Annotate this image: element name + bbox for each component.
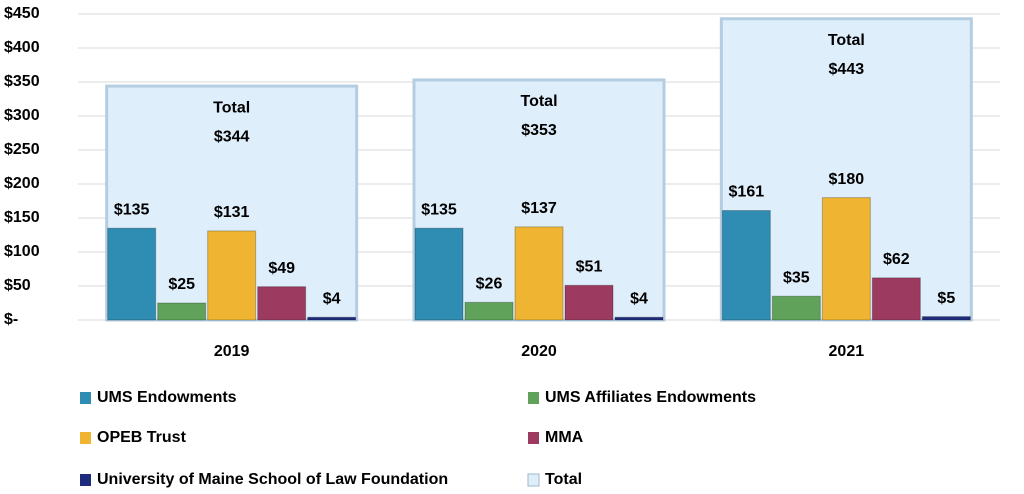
- y-tick-label: $350: [4, 73, 40, 90]
- data-label: $62: [883, 251, 910, 268]
- y-tick-label: $250: [4, 141, 40, 158]
- total-label: $443: [829, 61, 865, 78]
- legend-swatch: [527, 473, 540, 487]
- x-tick-label: 2021: [829, 343, 865, 360]
- legend-swatch: [80, 474, 91, 486]
- data-label: $135: [421, 201, 457, 218]
- bar: [614, 316, 664, 321]
- data-label: $135: [114, 201, 150, 218]
- bar: [871, 277, 921, 321]
- total-label-name: Total: [828, 32, 865, 49]
- bar: [464, 301, 514, 321]
- data-label: $161: [729, 184, 765, 201]
- data-label: $4: [630, 290, 648, 307]
- bar: [821, 197, 871, 321]
- y-tick-label: $400: [4, 39, 40, 56]
- data-label: $51: [576, 259, 603, 276]
- x-tick-label: 2020: [521, 343, 557, 360]
- data-label: $131: [214, 204, 250, 221]
- total-label-name: Total: [520, 93, 557, 110]
- data-label: $4: [323, 290, 341, 307]
- data-label: $26: [476, 276, 503, 293]
- bar: [721, 210, 771, 321]
- data-label: $49: [268, 260, 295, 277]
- legend-swatch: [528, 432, 539, 444]
- bar: [207, 230, 257, 321]
- total-label-name: Total: [213, 99, 250, 116]
- legend-label: Total: [545, 471, 582, 488]
- bar: [107, 227, 157, 321]
- bar: [157, 302, 207, 321]
- y-tick-label: $50: [4, 277, 31, 294]
- bar: [514, 226, 564, 321]
- y-tick-label: $200: [4, 175, 40, 192]
- total-label: $344: [214, 128, 250, 145]
- y-tick-label: $-: [4, 311, 18, 328]
- bar: [921, 316, 971, 321]
- y-tick-label: $150: [4, 209, 40, 226]
- legend-label: UMS Affiliates Endowments: [545, 389, 756, 406]
- legend-swatch: [528, 392, 539, 404]
- x-tick-label: 2019: [214, 343, 250, 360]
- data-label: $25: [168, 276, 195, 293]
- legend-swatch: [80, 392, 91, 404]
- legend-label: OPEB Trust: [97, 429, 187, 446]
- legend-swatch: [80, 432, 91, 444]
- data-label: $137: [521, 200, 557, 217]
- y-tick-label: $300: [4, 107, 40, 124]
- total-label: $353: [521, 122, 557, 139]
- legend-label: University of Maine School of Law Founda…: [97, 471, 448, 488]
- legend-label: UMS Endowments: [97, 389, 237, 406]
- bar: [257, 286, 307, 321]
- bar: [564, 284, 614, 321]
- data-label: $5: [937, 290, 955, 307]
- bar: [307, 316, 357, 321]
- data-label: $180: [829, 171, 865, 188]
- y-tick-label: $100: [4, 243, 40, 260]
- data-label: $35: [783, 269, 810, 286]
- bar: [771, 295, 821, 321]
- y-tick-label: $450: [4, 5, 40, 22]
- legend-label: MMA: [545, 429, 584, 446]
- bar: [414, 227, 464, 321]
